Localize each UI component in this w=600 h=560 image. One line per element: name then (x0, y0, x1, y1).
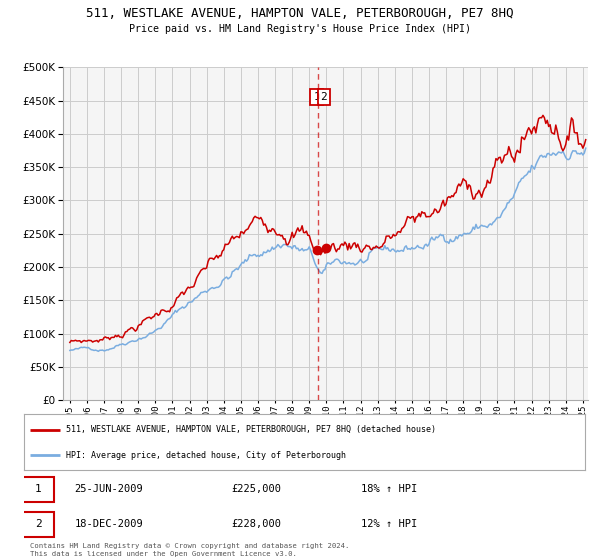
Text: 18% ↑ HPI: 18% ↑ HPI (361, 484, 417, 494)
Text: HPI: Average price, detached house, City of Peterborough: HPI: Average price, detached house, City… (66, 451, 346, 460)
Text: 1: 1 (35, 484, 41, 494)
FancyBboxPatch shape (22, 512, 54, 536)
Text: Contains HM Land Registry data © Crown copyright and database right 2024.: Contains HM Land Registry data © Crown c… (30, 543, 349, 549)
Text: 511, WESTLAKE AVENUE, HAMPTON VALE, PETERBOROUGH, PE7 8HQ: 511, WESTLAKE AVENUE, HAMPTON VALE, PETE… (86, 7, 514, 20)
Text: 2: 2 (320, 92, 327, 102)
Text: £228,000: £228,000 (232, 519, 281, 529)
Text: £225,000: £225,000 (232, 484, 281, 494)
FancyBboxPatch shape (22, 477, 54, 502)
Text: 1: 1 (313, 92, 320, 102)
Text: 18-DEC-2009: 18-DEC-2009 (74, 519, 143, 529)
Text: Price paid vs. HM Land Registry's House Price Index (HPI): Price paid vs. HM Land Registry's House … (129, 24, 471, 34)
Text: 25-JUN-2009: 25-JUN-2009 (74, 484, 143, 494)
Text: 12% ↑ HPI: 12% ↑ HPI (361, 519, 417, 529)
Text: 511, WESTLAKE AVENUE, HAMPTON VALE, PETERBOROUGH, PE7 8HQ (detached house): 511, WESTLAKE AVENUE, HAMPTON VALE, PETE… (66, 425, 436, 434)
Text: 2: 2 (35, 519, 41, 529)
Text: This data is licensed under the Open Government Licence v3.0.: This data is licensed under the Open Gov… (30, 551, 297, 557)
